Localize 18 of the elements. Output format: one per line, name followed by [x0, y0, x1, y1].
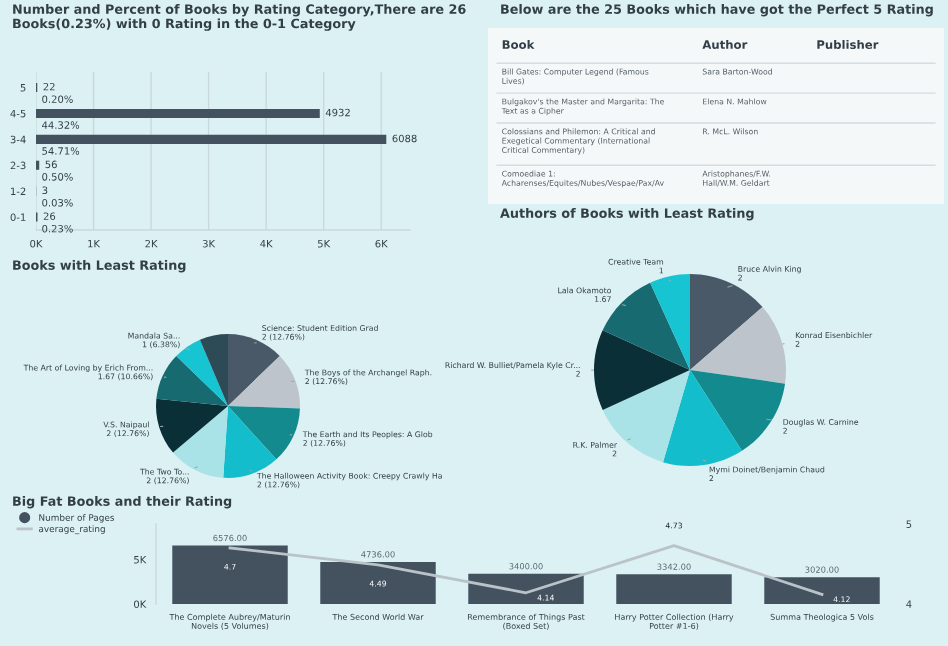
bar [172, 545, 288, 604]
bar [616, 574, 732, 604]
pie-slice [228, 406, 300, 460]
bar [764, 577, 880, 604]
pie-slice [176, 339, 228, 406]
pie-slice [156, 355, 228, 406]
pie-slice [690, 274, 763, 370]
pie-slice [223, 406, 277, 478]
pie-slice [228, 355, 300, 409]
pie-slice [594, 330, 690, 410]
pie-slice [690, 370, 786, 451]
pie-slice [156, 398, 228, 453]
pie-slice [173, 406, 228, 478]
bar [320, 561, 436, 604]
bar [36, 134, 387, 144]
bar [36, 108, 320, 118]
pie-slice [690, 307, 786, 384]
pie-slice [199, 334, 228, 406]
